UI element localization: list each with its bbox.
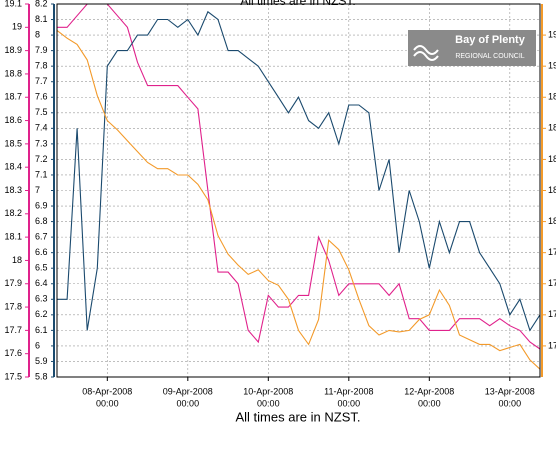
series-line [57, 3, 541, 350]
series-line [57, 10, 541, 332]
y3-tick-label: 18 [548, 216, 556, 226]
y3-tick-label: 18.8 [548, 92, 556, 102]
x-tick-sublabel: 00:00 [499, 398, 522, 408]
y2-tick-label: 5.9 [35, 356, 48, 366]
y2-tick-label: 6 [35, 340, 40, 350]
y2-tick-label: 8.1 [35, 14, 48, 24]
logo-icon [413, 45, 439, 61]
x-tick-label: 13-Apr-2008 [485, 386, 535, 396]
y2-tick-label: 6.1 [35, 325, 48, 335]
y-tick-label: 18.6 [4, 115, 22, 125]
y3-tick-label: 18.4 [548, 154, 556, 164]
x-tick-label: 11-Apr-2008 [324, 386, 373, 396]
logo: Bay of Plenty REGIONAL COUNCIL [408, 30, 536, 66]
y2-tick-label: 6.9 [35, 200, 48, 210]
y-tick-label: 18.4 [4, 162, 22, 172]
y-tick-label: 18 [12, 255, 22, 265]
y2-tick-label: 7.9 [35, 45, 48, 55]
y-tick-label: 17.9 [4, 278, 22, 288]
logo-subtext: REGIONAL COUNCIL [455, 53, 524, 60]
y2-tick-label: 6.2 [35, 309, 48, 319]
y-tick-label: 17.6 [4, 348, 22, 358]
y3-tick-label: 17.8 [548, 247, 556, 257]
y-tick-label: 19.1 [4, 0, 22, 8]
y2-tick-label: 7.3 [35, 138, 48, 148]
y2-tick-label: 7.7 [35, 76, 48, 86]
y-tick-label: 17.8 [4, 301, 22, 311]
y3-tick-label: 17.4 [548, 309, 556, 319]
y3-tick-label: 17.2 [548, 340, 556, 350]
x-tick-label: 12-Apr-2008 [404, 386, 454, 396]
y2-tick-label: 7.5 [35, 107, 48, 117]
y2-tick-label: 6.4 [35, 278, 48, 288]
x-tick-sublabel: 00:00 [418, 398, 441, 408]
y3-tick-label: 19.2 [548, 29, 556, 39]
y3-tick-label: 18.6 [548, 123, 556, 133]
y2-tick-label: 7.2 [35, 154, 48, 164]
x-tick-label: 09-Apr-2008 [163, 386, 213, 396]
x-tick-sublabel: 00:00 [177, 398, 200, 408]
x-tick-label: 10-Apr-2008 [243, 386, 293, 396]
y3-tick-label: 18.2 [548, 185, 556, 195]
logo-text: Bay of Plenty [455, 34, 526, 46]
y-tick-label: 18.9 [4, 45, 22, 55]
y-tick-label: 18.1 [4, 232, 22, 242]
x-tick-sublabel: 00:00 [257, 398, 280, 408]
y2-tick-label: 6.7 [35, 232, 48, 242]
y2-tick-label: 7.6 [35, 92, 48, 102]
x-tick-label: 08-Apr-2008 [82, 386, 132, 396]
plot-frame [56, 3, 541, 378]
y2-tick-label: 6.3 [35, 294, 48, 304]
y-tick-label: 19 [12, 22, 22, 32]
x-tick-sublabel: 00:00 [338, 398, 361, 408]
y2-tick-label: 5.8 [35, 371, 48, 381]
series-line [56, 29, 541, 370]
y-tick-label: 18.2 [4, 208, 22, 218]
y3-tick-label: 19 [548, 61, 556, 71]
y-tick-label: 17.5 [4, 371, 22, 381]
y2-tick-label: 6.6 [35, 247, 48, 257]
y2-tick-label: 7 [35, 185, 40, 195]
y2-tick-label: 8 [35, 29, 40, 39]
y2-tick-label: 6.5 [35, 263, 48, 273]
y2-tick-label: 7.4 [35, 123, 48, 133]
y-tick-label: 18.8 [4, 68, 22, 78]
note: All times are in NZST. [236, 409, 361, 424]
y-tick-label: 18.5 [4, 138, 22, 148]
x-tick-sublabel: 00:00 [96, 398, 119, 408]
y2-tick-label: 7.1 [35, 169, 48, 179]
y2-tick-label: 7.8 [35, 61, 48, 71]
y-tick-label: 18.7 [4, 92, 22, 102]
y2-tick-label: 6.8 [35, 216, 48, 226]
y-tick-label: 18.3 [4, 185, 22, 195]
y-tick-label: 17.7 [4, 325, 22, 335]
y3-tick-label: 17.6 [548, 278, 556, 288]
y2-tick-label: 8.2 [35, 0, 48, 8]
